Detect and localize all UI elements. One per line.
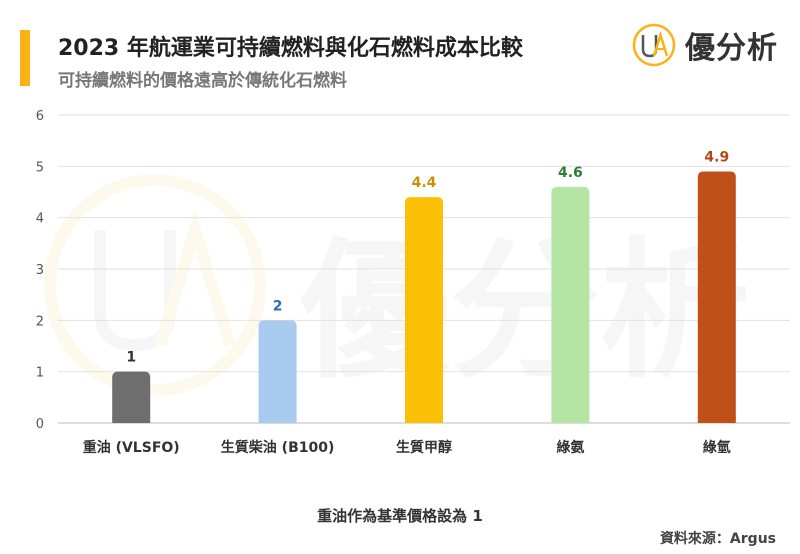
brand-logo: 優分析 bbox=[631, 22, 778, 68]
y-tick-label: 1 bbox=[36, 366, 44, 381]
x-tick-label: 綠氫 bbox=[703, 439, 731, 456]
data-label: 4.9 bbox=[704, 149, 729, 165]
title-accent-bar bbox=[20, 30, 30, 86]
source-credit: 資料來源：Argus bbox=[659, 531, 776, 547]
bar-base bbox=[258, 417, 297, 423]
baseline-note: 重油作為基準價格設為 1 bbox=[317, 507, 483, 525]
x-tick-label: 綠氨 bbox=[556, 439, 584, 456]
bar bbox=[405, 197, 443, 423]
data-label: 2 bbox=[273, 298, 283, 314]
brand-name: 優分析 bbox=[685, 31, 778, 66]
bar-base bbox=[405, 417, 443, 423]
bar-base bbox=[551, 417, 590, 423]
y-tick-label: 4 bbox=[36, 212, 44, 227]
data-label: 1 bbox=[126, 350, 136, 366]
bar bbox=[551, 186, 590, 423]
x-tick-label: 生質柴油 (B100) bbox=[221, 439, 335, 456]
bar-base bbox=[112, 417, 151, 423]
y-tick-label: 2 bbox=[36, 314, 44, 329]
data-label: 4.4 bbox=[412, 175, 437, 191]
x-tick-label: 生質甲醇 bbox=[396, 439, 452, 456]
bar-base bbox=[697, 417, 736, 423]
chart-title: 2023 年航運業可持續燃料與化石燃料成本比較 bbox=[58, 36, 523, 61]
data-label: 4.6 bbox=[558, 165, 583, 181]
bar bbox=[258, 320, 297, 423]
bar bbox=[112, 371, 151, 423]
ua-logo-icon bbox=[632, 23, 676, 67]
y-tick-label: 0 bbox=[36, 417, 44, 432]
x-tick-label: 重油 (VLSFO) bbox=[83, 439, 180, 456]
chart-subtitle: 可持續燃料的價格遠高於傳統化石燃料 bbox=[58, 71, 347, 91]
bar bbox=[697, 171, 736, 423]
y-tick-label: 6 bbox=[36, 109, 44, 124]
y-tick-label: 3 bbox=[36, 263, 44, 278]
y-tick-label: 5 bbox=[36, 160, 44, 175]
